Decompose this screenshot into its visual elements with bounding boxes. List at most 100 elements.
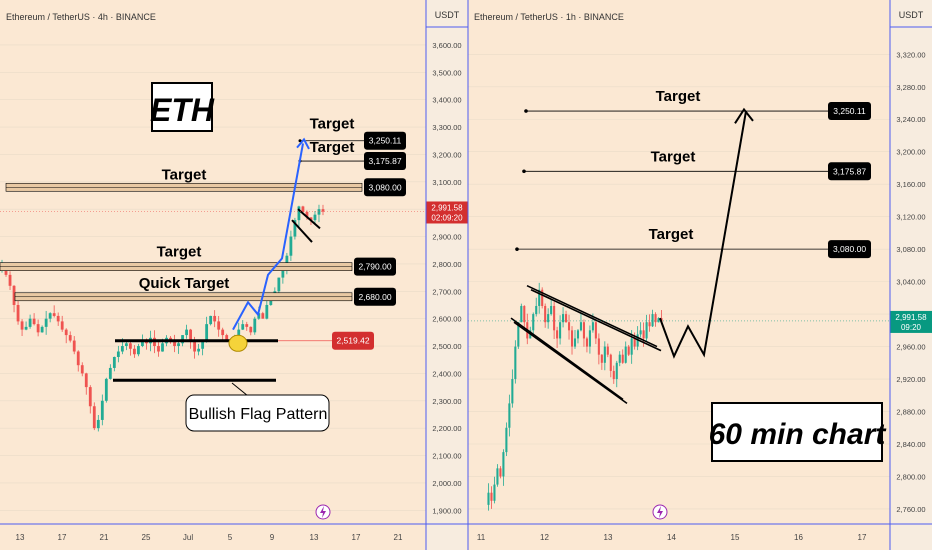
candle-body	[241, 324, 245, 330]
candle-body	[205, 324, 209, 341]
candle-body	[505, 427, 508, 453]
candle-body	[56, 315, 60, 322]
y-tick-label: 3,160.00	[896, 180, 925, 189]
candle-body	[490, 492, 493, 501]
candle-body	[624, 346, 627, 363]
candle-body	[76, 351, 80, 366]
target-label: Target	[162, 166, 207, 183]
candle-body	[630, 338, 633, 355]
last-price-value: 2,991.58	[895, 313, 927, 322]
candle-body	[567, 322, 571, 331]
candle-body	[237, 329, 241, 340]
y-tick-label: 3,200.00	[896, 148, 925, 157]
eth-label-box	[151, 82, 213, 132]
breakout-marker	[228, 334, 248, 352]
last-price-tag	[426, 201, 468, 224]
last-price-value: 2,991.58	[431, 203, 463, 212]
candle-body	[301, 206, 305, 212]
target-line-dot	[524, 109, 528, 113]
target-label: Quick Target	[139, 275, 230, 292]
last-price-tag	[890, 310, 932, 333]
candle-body	[221, 329, 225, 336]
projection-arrowhead	[734, 107, 754, 124]
x-tick-label: 21	[100, 533, 109, 542]
candle-body	[249, 326, 253, 333]
candle-body	[137, 346, 140, 355]
candle-body	[64, 329, 68, 336]
candle-body	[48, 313, 52, 319]
y-tick-label: 3,100.00	[432, 178, 461, 187]
y-tick-label: 3,320.00	[896, 50, 925, 59]
left-price-axis-panel[interactable]	[426, 0, 468, 550]
pattern-callout-label: Bullish Flag Pattern	[189, 406, 328, 423]
candle-body	[550, 305, 553, 315]
candle-body	[104, 378, 108, 401]
x-tick-label: 17	[858, 533, 867, 542]
candle-body	[293, 220, 297, 237]
candle-body	[169, 337, 172, 341]
y-tick-label: 3,040.00	[896, 278, 925, 287]
candle-body	[100, 400, 104, 420]
candle-body	[313, 214, 317, 221]
candle-body	[582, 322, 585, 339]
candle-body	[281, 266, 285, 278]
candle-body	[52, 313, 56, 316]
candle-body	[520, 305, 523, 323]
price-tag-text: 3,175.87	[833, 166, 866, 176]
candle-body	[633, 338, 636, 347]
candle-body	[309, 217, 313, 221]
candle-body	[181, 335, 184, 344]
candle-body	[120, 346, 124, 352]
candle-body	[493, 484, 496, 501]
x-tick-label: 15	[731, 533, 740, 542]
candle-body	[116, 351, 120, 357]
price-tag-text: 2,680.00	[358, 292, 391, 302]
support-price-tag	[332, 331, 374, 350]
lightning-icon-left[interactable]	[315, 504, 331, 520]
candle-body	[92, 406, 96, 429]
target-line-dot	[522, 169, 526, 174]
price-tag-text: 3,250.11	[369, 136, 402, 146]
candle-body	[657, 318, 660, 323]
candle-body	[305, 211, 309, 218]
x-tick-label: 11	[477, 533, 486, 542]
candle-body	[565, 314, 568, 323]
projection-path	[232, 143, 304, 331]
left-chart-4h[interactable]: 3,600.00 3,500.00 3,400.00 3,300.00 3,200.00…	[0, 41, 468, 542]
candle-body	[133, 348, 136, 355]
price-tag	[828, 162, 871, 181]
candle-body	[621, 354, 624, 363]
candle-body	[556, 330, 559, 339]
candle-body	[161, 343, 164, 352]
target-label: Target	[649, 226, 694, 243]
y-tick-label: 2,600.00	[432, 315, 461, 324]
candle-body	[141, 340, 144, 347]
right-price-axis-panel[interactable]	[890, 0, 932, 550]
pattern-callout-pointer	[231, 382, 249, 397]
y-tick-label: 3,400.00	[432, 96, 461, 105]
x-tick-label: 17	[352, 533, 361, 542]
candle-body	[579, 322, 583, 331]
right-chart-1h[interactable]: 3,320.00 3,280.00 3,240.00 3,200.00 3,160.00…	[468, 50, 932, 542]
target-label: Target	[310, 139, 355, 156]
lightning-icon-right[interactable]	[652, 504, 668, 520]
candle-body	[591, 322, 594, 331]
candle-body	[547, 314, 550, 323]
candle-body	[317, 209, 321, 215]
candle-body	[499, 468, 502, 477]
x-tick-label: 17	[58, 533, 67, 542]
candle-body	[576, 330, 580, 339]
y-tick-label: 2,700.00	[432, 287, 461, 296]
candle-body	[651, 314, 654, 327]
candle-body	[297, 206, 301, 221]
candle-body	[177, 343, 180, 347]
y-tick-label: 2,500.00	[432, 342, 461, 351]
candle-body	[124, 343, 128, 347]
y-tick-label: 2,760.00	[896, 505, 925, 514]
candle-body	[562, 314, 565, 323]
candle-body	[570, 330, 574, 347]
pattern-callout-box	[185, 394, 330, 432]
candle-body	[108, 367, 112, 379]
x-tick-label: Jul	[183, 533, 193, 542]
flag-channel-upper	[297, 208, 321, 230]
